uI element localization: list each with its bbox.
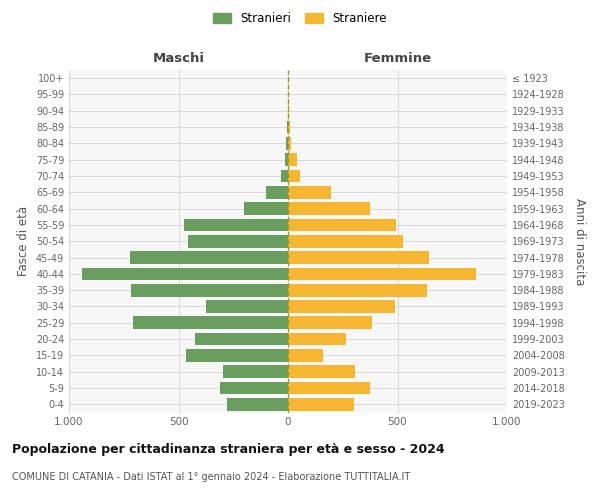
Bar bbox=[288, 170, 300, 182]
Bar bbox=[195, 332, 288, 345]
Bar bbox=[288, 120, 290, 134]
Bar bbox=[287, 120, 288, 134]
Bar bbox=[244, 202, 288, 215]
Bar bbox=[288, 154, 297, 166]
Bar bbox=[288, 218, 397, 232]
Bar bbox=[288, 316, 373, 329]
Bar bbox=[286, 137, 288, 150]
Bar bbox=[285, 154, 288, 166]
Bar bbox=[227, 398, 288, 410]
Bar bbox=[206, 300, 288, 313]
Bar bbox=[288, 268, 476, 280]
Bar bbox=[188, 235, 288, 248]
Bar bbox=[288, 300, 395, 313]
Bar bbox=[288, 332, 346, 345]
Bar bbox=[220, 382, 288, 394]
Bar bbox=[288, 349, 323, 362]
Bar bbox=[133, 316, 288, 329]
Bar bbox=[131, 284, 288, 296]
Bar bbox=[130, 251, 288, 264]
Bar bbox=[281, 170, 288, 182]
Text: Popolazione per cittadinanza straniera per età e sesso - 2024: Popolazione per cittadinanza straniera p… bbox=[12, 442, 445, 456]
Bar bbox=[288, 398, 354, 410]
Bar bbox=[82, 268, 288, 280]
Text: COMUNE DI CATANIA - Dati ISTAT al 1° gennaio 2024 - Elaborazione TUTTITALIA.IT: COMUNE DI CATANIA - Dati ISTAT al 1° gen… bbox=[12, 472, 410, 482]
Bar bbox=[288, 104, 289, 117]
Bar bbox=[266, 186, 288, 198]
Bar bbox=[288, 382, 370, 394]
Text: Maschi: Maschi bbox=[152, 52, 205, 65]
Bar bbox=[288, 202, 370, 215]
Bar bbox=[186, 349, 288, 362]
Bar bbox=[288, 251, 429, 264]
Bar bbox=[288, 137, 291, 150]
Y-axis label: Anni di nascita: Anni di nascita bbox=[573, 198, 586, 285]
Bar bbox=[288, 366, 355, 378]
Text: Femmine: Femmine bbox=[364, 52, 431, 65]
Bar bbox=[288, 235, 403, 248]
Bar bbox=[288, 186, 331, 198]
Bar bbox=[223, 366, 288, 378]
Bar bbox=[184, 218, 288, 232]
Bar bbox=[288, 284, 427, 296]
Y-axis label: Fasce di età: Fasce di età bbox=[17, 206, 30, 276]
Legend: Stranieri, Straniere: Stranieri, Straniere bbox=[209, 8, 391, 28]
